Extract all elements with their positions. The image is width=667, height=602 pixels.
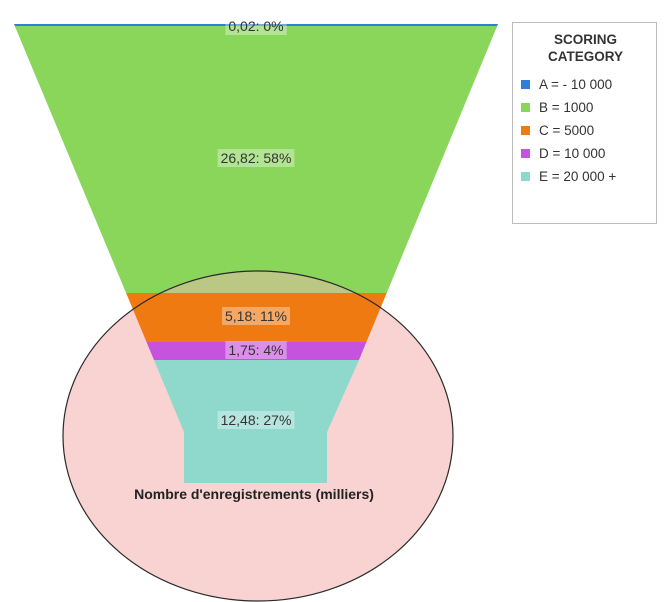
legend-item-c: C = 5000: [521, 119, 650, 142]
legend-swatch-e: [521, 172, 530, 181]
legend-title: SCORING CATEGORY: [521, 31, 650, 65]
legend-swatch-a: [521, 80, 530, 89]
funnel-segment-c: [126, 293, 387, 342]
funnel-segment-e: [154, 360, 359, 483]
segment-label-bg-a: [225, 17, 287, 35]
segment-label-b: 26,82: 58%: [221, 150, 292, 166]
legend-label-d: D = 10 000: [539, 146, 606, 161]
funnel-segment-d: [146, 342, 367, 360]
legend-label-e: E = 20 000 +: [539, 169, 617, 184]
legend-label-a: A = - 10 000: [539, 77, 613, 92]
segment-label-a: 0,02: 0%: [228, 18, 283, 34]
legend-title-line2: CATEGORY: [547, 49, 623, 64]
legend: SCORING CATEGORY A = - 10 000 B = 1000 C…: [512, 22, 657, 224]
segment-label-d: 1,75: 4%: [228, 342, 283, 358]
legend-item-a: A = - 10 000: [521, 73, 650, 96]
segment-label-bg-c: [222, 307, 290, 325]
legend-swatch-c: [521, 126, 530, 135]
legend-item-d: D = 10 000: [521, 142, 650, 165]
funnel-segment-a: [14, 24, 498, 26]
segment-label-e: 12,48: 27%: [221, 412, 292, 428]
legend-item-e: E = 20 000 +: [521, 165, 650, 188]
legend-item-b: B = 1000: [521, 96, 650, 119]
legend-swatch-b: [521, 103, 530, 112]
segment-label-bg-e: [217, 411, 295, 429]
chart-caption: Nombre d'enregistrements (milliers): [134, 486, 374, 502]
funnel-segment-b: [14, 26, 498, 293]
highlight-circle-outline: [62, 270, 454, 602]
legend-label-c: C = 5000: [539, 123, 595, 138]
segment-label-c: 5,18: 11%: [225, 308, 287, 324]
segment-label-bg-d: [225, 341, 287, 359]
legend-swatch-d: [521, 149, 530, 158]
segment-label-bg-b: [217, 149, 295, 167]
legend-title-line1: SCORING: [553, 32, 617, 47]
legend-label-b: B = 1000: [539, 100, 594, 115]
